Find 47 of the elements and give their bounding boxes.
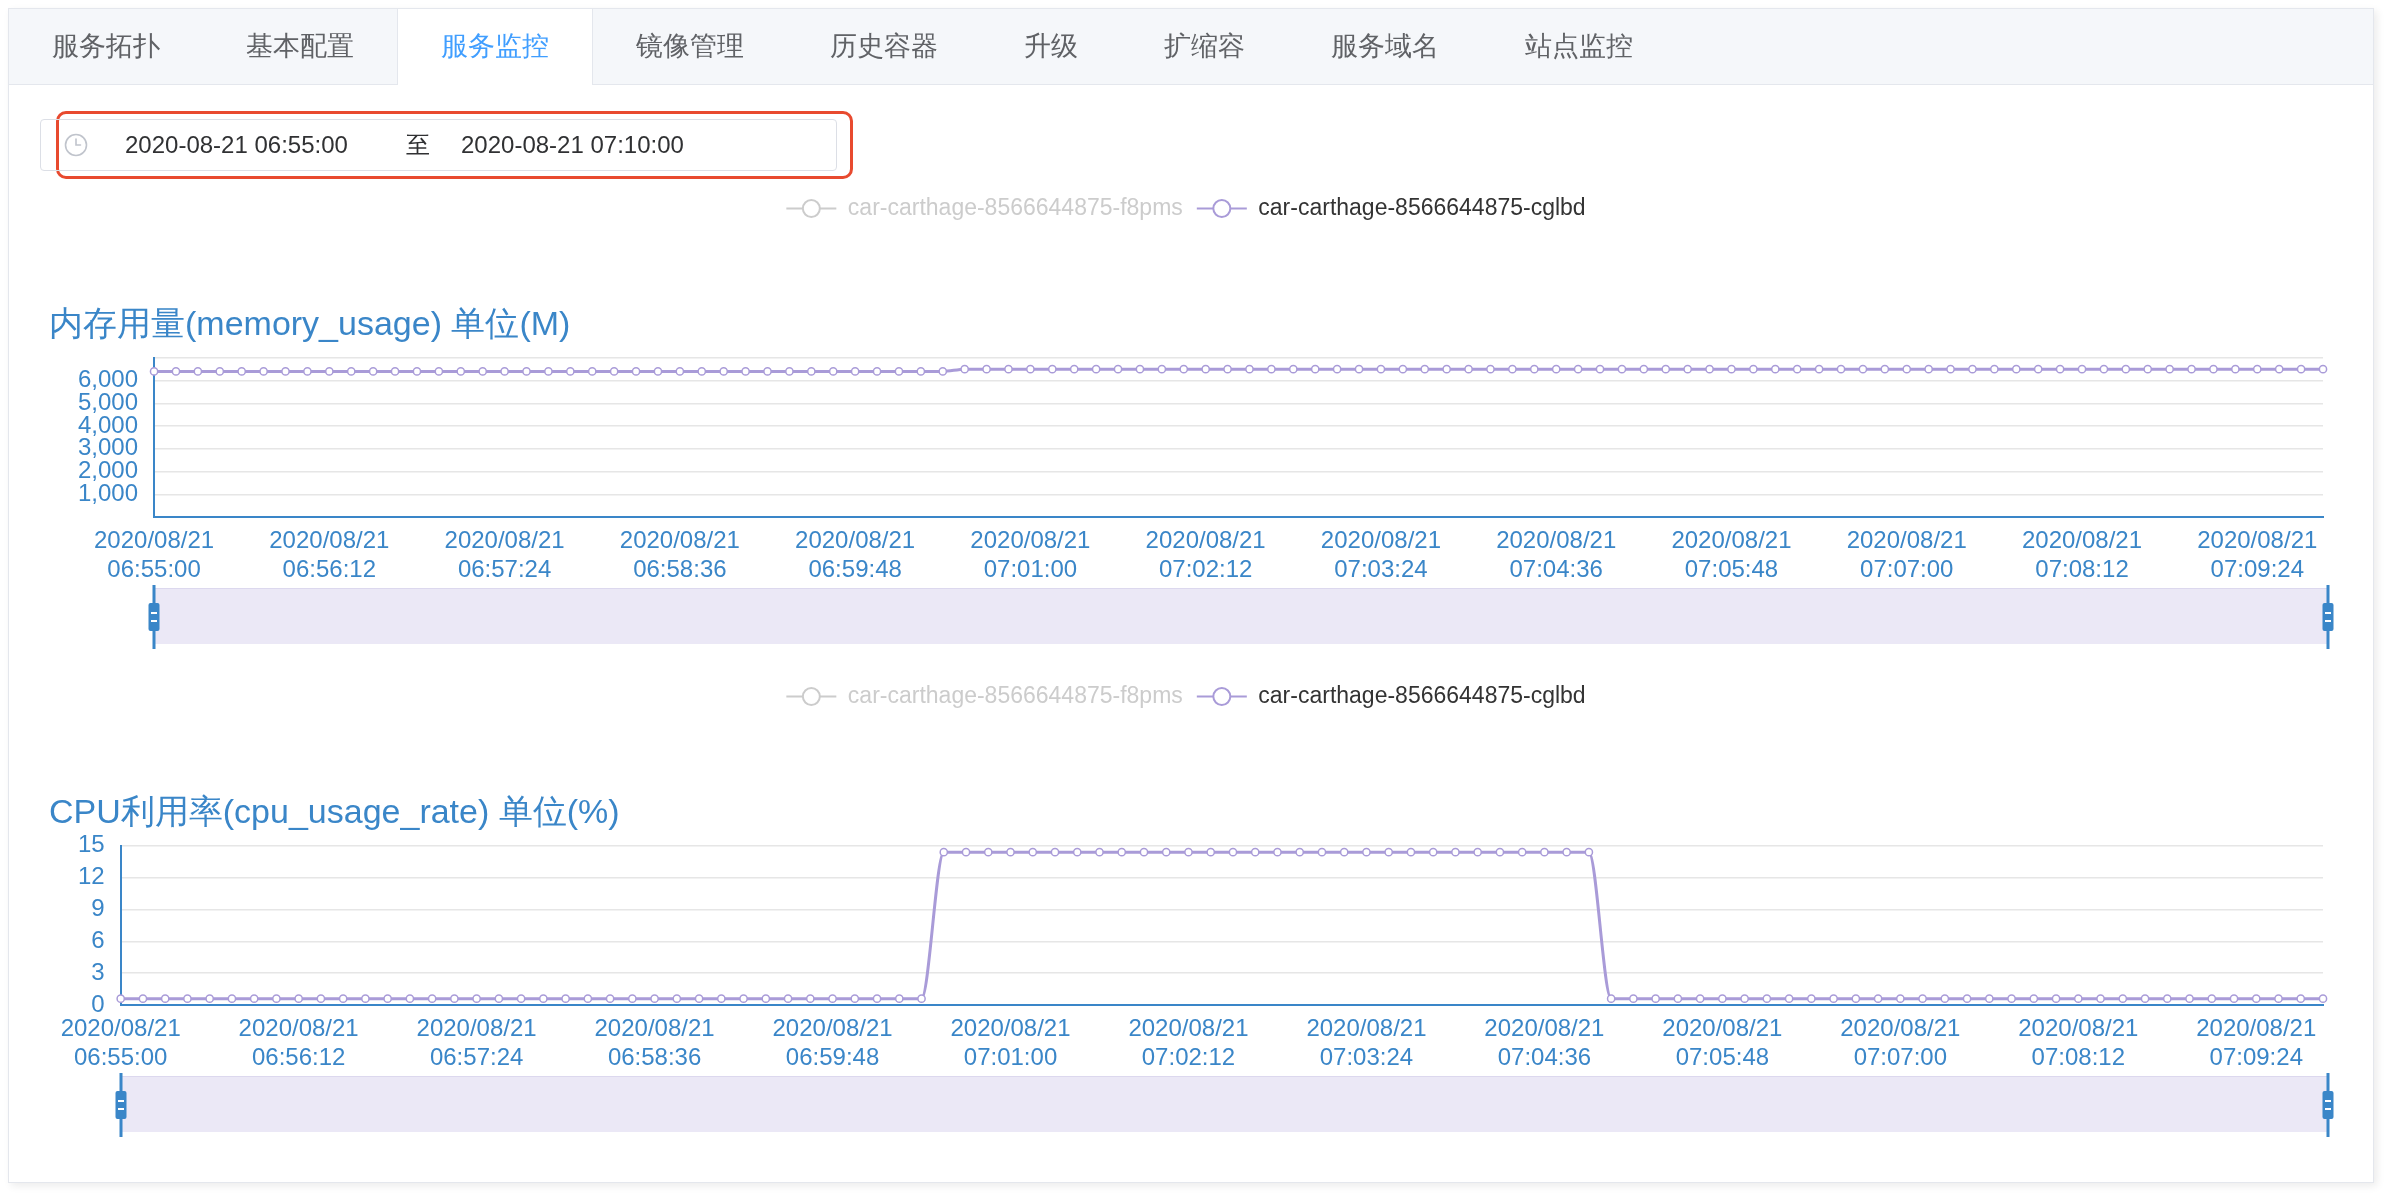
legend-label: car-carthage-8566644875-cglbd: [1258, 681, 1586, 708]
x-tick-label: 2020/08/21 07:05:48: [1671, 526, 1792, 582]
x-tick-label: 2020/08/21 06:59:48: [795, 526, 916, 582]
date-range-field: 2020-08-21 06:55:00 至 2020-08-21 07:10:00: [40, 119, 837, 171]
x-tick-label: 2020/08/21 06:56:12: [269, 526, 390, 582]
x-tick-label: 2020/08/21 07:04:36: [1496, 526, 1617, 582]
y-tick-label: 0: [91, 989, 105, 1017]
x-tick-label: 2020/08/21 07:02:12: [1128, 1014, 1249, 1070]
x-tick-label: 2020/08/21 07:07:00: [1840, 1014, 1961, 1070]
x-tick-label: 2020/08/21 07:04:36: [1484, 1014, 1605, 1070]
x-tick-label: 2020/08/21 06:59:48: [772, 1014, 893, 1070]
y-tick-label: 6,000: [78, 365, 139, 393]
text: 镜像管理: [635, 30, 745, 63]
y-tick-label: 15: [77, 830, 105, 858]
x-tick-label: 2020/08/21 06:55:00: [94, 526, 215, 582]
x-tick-label: 2020/08/21 06:58:36: [594, 1014, 715, 1070]
y-tick-label: 6: [91, 925, 105, 953]
x-tick-label: 2020/08/21 07:07:00: [1846, 526, 1967, 582]
legend-label: car-carthage-8566644875-cglbd: [1258, 193, 1586, 220]
y-tick-label: 3: [91, 957, 105, 985]
chart-title: 内存用量(memory_usage) 单位(M): [49, 303, 571, 342]
x-tick-label: 2020/08/21 07:02:12: [1145, 526, 1266, 582]
x-tick-label: 2020/08/21 07:08:12: [2021, 526, 2143, 582]
text: 历史容器: [829, 30, 939, 63]
x-tick-label: 2020/08/21 07:03:24: [1306, 1014, 1427, 1070]
chart-title: CPU利用率(cpu_usage_rate) 单位(%): [49, 791, 620, 830]
text: 扩缩容: [1163, 30, 1246, 63]
x-tick-label: 2020/08/21 07:01:00: [970, 526, 1091, 582]
x-tick-label: 2020/08/21 06:58:36: [619, 526, 740, 582]
x-tick-label: 2020/08/21 06:55:00: [60, 1014, 181, 1070]
text: 升级: [1023, 30, 1079, 63]
x-tick-label: 2020/08/21 06:57:24: [416, 1014, 537, 1070]
text: 站点监控: [1524, 30, 1634, 63]
x-tick-label: 2020/08/21 07:05:48: [1662, 1014, 1783, 1070]
x-tick-label: 2020/08/21 07:03:24: [1320, 526, 1441, 582]
x-tick-label: 2020/08/21 06:57:24: [444, 526, 565, 582]
text: 服务拓扑: [51, 30, 161, 63]
x-tick-label: 2020/08/21 06:56:12: [238, 1014, 359, 1070]
text: 服务域名: [1330, 30, 1440, 63]
x-tick-label: 2020/08/21 07:09:24: [2197, 526, 2318, 582]
x-tick-label: 2020/08/21 07:08:12: [2018, 1014, 2139, 1070]
text: 服务监控: [397, 9, 593, 85]
y-tick-label: 9: [91, 894, 105, 922]
text: 基本配置: [245, 30, 355, 63]
x-tick-label: 2020/08/21 07:01:00: [950, 1014, 1071, 1070]
x-tick-label: 2020/08/21 07:09:24: [2196, 1014, 2317, 1070]
y-tick-label: 12: [77, 862, 105, 890]
